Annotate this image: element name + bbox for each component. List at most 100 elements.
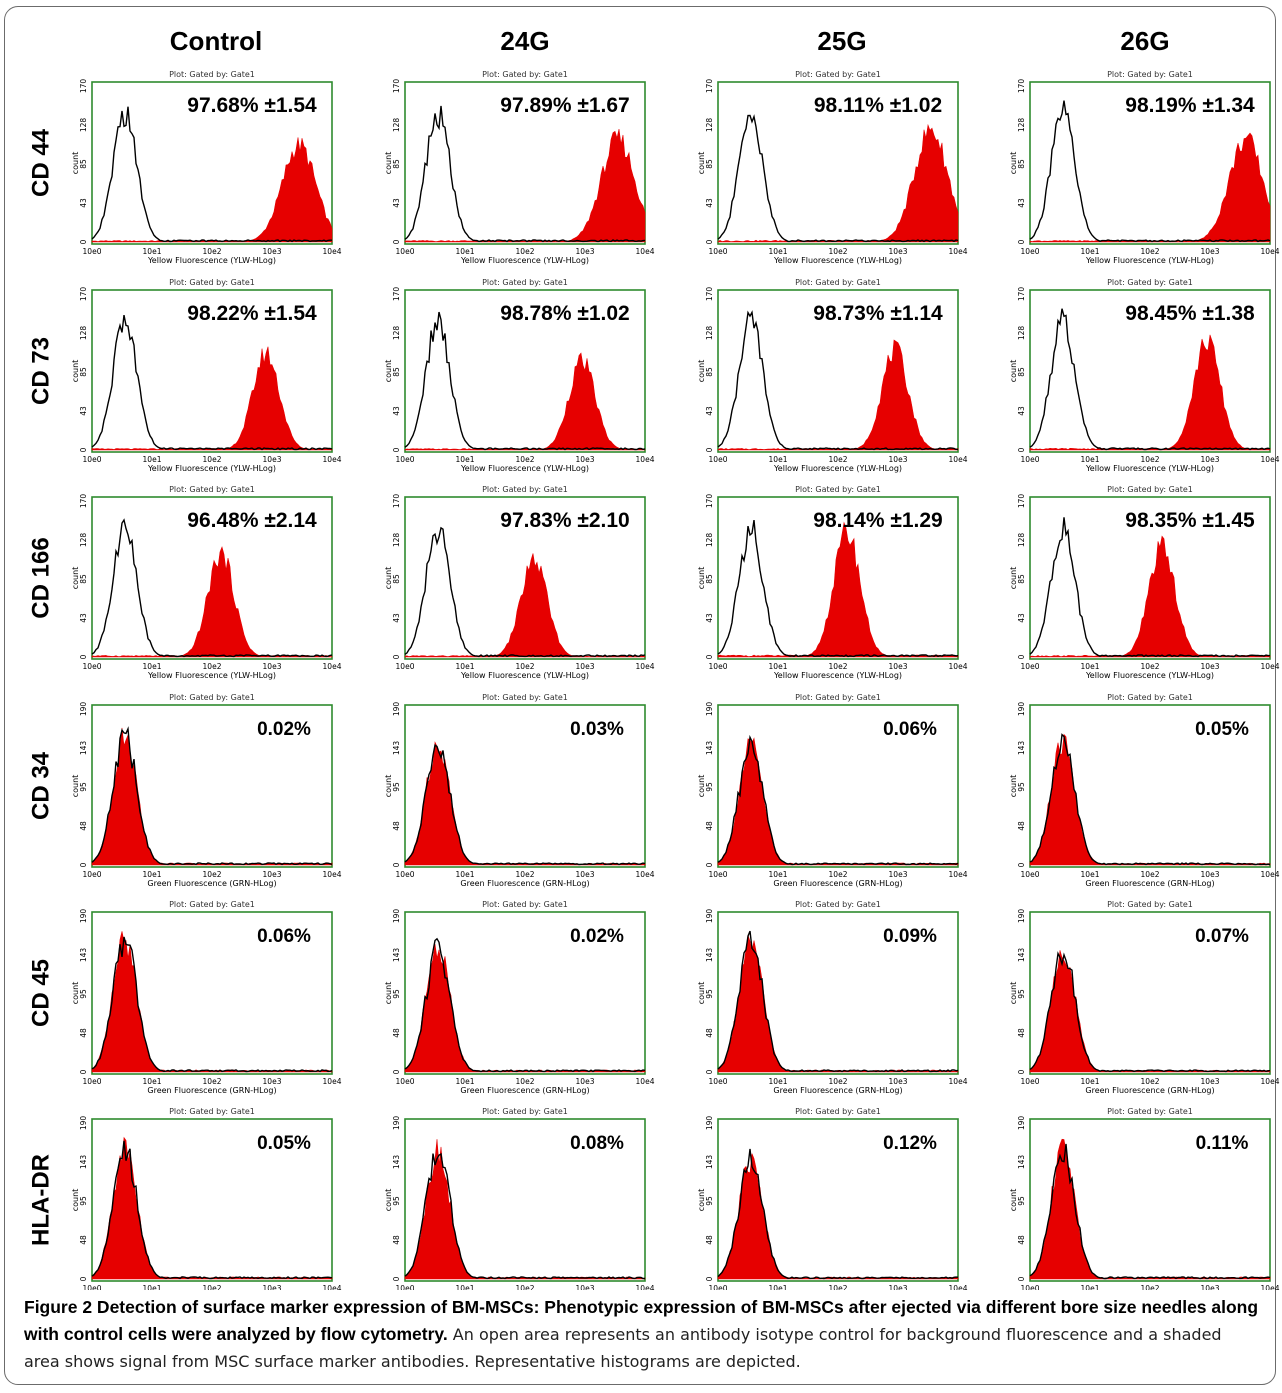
row-label: CD 166	[27, 537, 54, 618]
y-axis-label: count	[1009, 775, 1018, 798]
y-axis-label: count	[384, 152, 393, 175]
y-tick-label: 95	[79, 989, 88, 999]
y-tick-label: 0	[1017, 654, 1026, 659]
y-tick-label: 128	[1017, 118, 1026, 133]
y-tick-label: 0	[79, 654, 88, 659]
y-tick-label: 190	[705, 702, 714, 717]
x-tick-label: 10e4	[1261, 1284, 1280, 1290]
x-tick-label: 10e2	[203, 662, 222, 671]
y-tick-label: 48	[705, 1235, 714, 1245]
x-tick-label: 10e2	[516, 247, 535, 256]
y-tick-label: 190	[392, 1116, 401, 1131]
y-tick-label: 170	[1017, 79, 1026, 94]
y-tick-label: 95	[705, 782, 714, 792]
y-tick-label: 48	[79, 1028, 88, 1038]
y-tick-label: 0	[392, 654, 401, 659]
x-tick-label: 10e1	[1081, 1077, 1100, 1086]
x-tick-label: 10e3	[576, 662, 595, 671]
x-axis-label: Yellow Fluorescence (YLW-HLog)	[773, 464, 902, 473]
x-tick-label: 10e3	[1201, 662, 1220, 671]
x-tick-label: 10e3	[263, 247, 282, 256]
y-axis-label: count	[384, 982, 393, 1005]
y-tick-label: 0	[705, 1276, 714, 1281]
x-tick-label: 10e2	[1141, 662, 1160, 671]
x-tick-label: 10e0	[709, 870, 728, 879]
y-axis-label: count	[71, 152, 80, 175]
x-tick-label: 10e3	[263, 870, 282, 879]
x-tick-label: 10e0	[396, 1077, 415, 1086]
y-tick-label: 43	[392, 613, 401, 623]
x-tick-label: 10e1	[143, 1077, 162, 1086]
x-tick-label: 10e0	[709, 455, 728, 464]
y-axis-label: count	[71, 567, 80, 590]
y-tick-label: 0	[1017, 1276, 1026, 1281]
x-tick-label: 10e3	[576, 455, 595, 464]
y-tick-label: 0	[79, 862, 88, 867]
y-tick-label: 0	[705, 239, 714, 244]
x-tick-label: 10e4	[1261, 662, 1280, 671]
x-tick-label: 10e1	[143, 455, 162, 464]
x-tick-label: 10e0	[709, 247, 728, 256]
isotype-histogram	[91, 518, 333, 658]
plot-subtitle: Plot: Gated by: Gate1	[1107, 900, 1193, 909]
plot-subtitle: Plot: Gated by: Gate1	[795, 278, 881, 287]
x-tick-label: 10e4	[636, 870, 655, 879]
y-tick-label: 0	[705, 862, 714, 867]
y-tick-label: 0	[79, 1276, 88, 1281]
y-axis-label: count	[1009, 982, 1018, 1005]
y-tick-label: 85	[392, 367, 401, 377]
x-tick-label: 10e3	[889, 1284, 908, 1290]
x-tick-label: 10e1	[143, 247, 162, 256]
percentage-label: 0.05%	[1195, 719, 1249, 740]
x-tick-label: 10e2	[829, 1077, 848, 1086]
x-tick-label: 10e1	[456, 1284, 475, 1290]
x-axis-label: Green Fluorescence (GRN-HLog)	[460, 879, 589, 888]
y-tick-label: 95	[392, 989, 401, 999]
y-tick-label: 170	[79, 494, 88, 509]
y-tick-label: 128	[392, 326, 401, 341]
y-tick-label: 0	[392, 1069, 401, 1074]
histogram-panel: Plot: Gated by: Gate1 98.73% ±1.14 0 43 85 12…	[697, 278, 968, 473]
isotype-histogram	[717, 310, 959, 451]
row-label: CD 45	[27, 959, 54, 1027]
y-tick-label: 128	[392, 118, 401, 133]
isotype-histogram	[91, 314, 333, 451]
y-tick-label: 85	[705, 159, 714, 169]
y-tick-label: 143	[1017, 741, 1026, 756]
x-tick-label: 10e1	[769, 1284, 788, 1290]
histogram-panel: Plot: Gated by: Gate1 0.05% 0 48 95 143 190 cou…	[71, 1107, 342, 1290]
y-tick-label: 85	[79, 367, 88, 377]
y-tick-label: 0	[1017, 239, 1026, 244]
y-tick-label: 143	[79, 741, 88, 756]
plot-subtitle: Plot: Gated by: Gate1	[169, 900, 255, 909]
y-tick-label: 43	[392, 198, 401, 208]
y-tick-label: 128	[1017, 326, 1026, 341]
histogram-panel: Plot: Gated by: Gate1 97.89% ±1.67 0 43 85 12…	[384, 70, 655, 265]
x-tick-label: 10e2	[1141, 1077, 1160, 1086]
y-tick-label: 95	[705, 1196, 714, 1206]
x-tick-label: 10e0	[396, 247, 415, 256]
x-tick-label: 10e3	[576, 1284, 595, 1290]
y-tick-label: 170	[392, 287, 401, 302]
x-tick-label: 10e3	[263, 455, 282, 464]
y-tick-label: 43	[79, 406, 88, 416]
y-tick-label: 85	[705, 367, 714, 377]
y-tick-label: 48	[392, 1028, 401, 1038]
x-tick-label: 10e2	[1141, 455, 1160, 464]
y-tick-label: 48	[1017, 1028, 1026, 1038]
x-tick-label: 10e3	[576, 1077, 595, 1086]
column-header: 25G	[817, 26, 866, 56]
x-tick-label: 10e3	[1201, 455, 1220, 464]
isotype-histogram	[91, 936, 333, 1073]
x-tick-label: 10e0	[396, 1284, 415, 1290]
x-tick-label: 10e1	[769, 455, 788, 464]
isotype-histogram	[717, 734, 959, 866]
x-tick-label: 10e0	[1021, 662, 1040, 671]
y-tick-label: 190	[705, 1116, 714, 1131]
x-tick-label: 10e4	[636, 247, 655, 256]
y-tick-label: 0	[1017, 1069, 1026, 1074]
x-tick-label: 10e0	[83, 662, 102, 671]
plot-frame	[91, 289, 333, 453]
plot-frame	[404, 289, 646, 453]
y-tick-label: 0	[392, 239, 401, 244]
